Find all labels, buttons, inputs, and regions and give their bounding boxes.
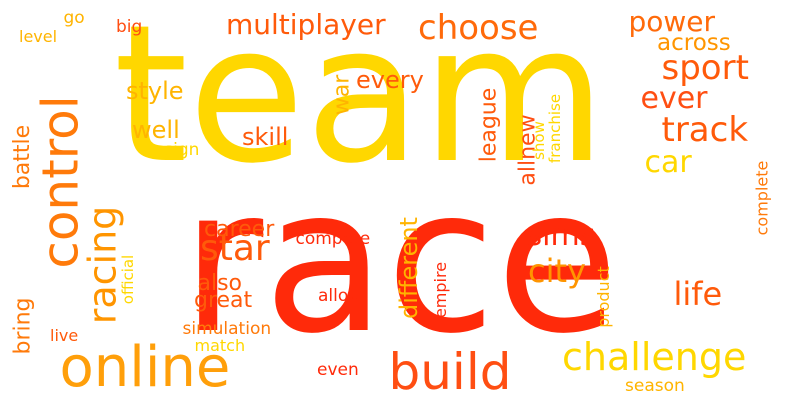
word-well: well (132, 116, 180, 144)
word-also: also (197, 271, 243, 296)
word-city: city (528, 252, 586, 290)
word-match: match (194, 336, 246, 355)
word-build: build (388, 343, 512, 401)
word-league: league (475, 87, 501, 163)
word-simulation: simulation (182, 318, 272, 339)
word-great: great (194, 288, 253, 313)
word-star: star (200, 228, 270, 269)
word-car: car (644, 145, 692, 180)
word-bring: bring (10, 297, 36, 355)
word-different: different (394, 217, 423, 319)
word-multiplayer: multiplayer (226, 8, 386, 41)
word-official: official (118, 254, 137, 304)
word-every: every (356, 66, 424, 94)
word-show: show (529, 120, 548, 160)
word-style: style (126, 77, 184, 105)
word-race: race (181, 145, 619, 378)
word-racing: racing (79, 205, 124, 325)
word-compete: compete (295, 228, 371, 249)
word-even: even (317, 359, 359, 380)
word-design: design (143, 139, 200, 160)
word-track: track (661, 110, 749, 150)
word-franchise: franchise (545, 93, 564, 163)
word-career: career (204, 217, 275, 242)
word-sims: sims (526, 218, 596, 253)
word-choose: choose (418, 8, 539, 48)
word-team: team (113, 0, 607, 205)
word-product: product (593, 266, 613, 328)
word-go: go (63, 7, 85, 28)
word-allow: allow (318, 285, 363, 306)
word-online: online (59, 335, 231, 400)
word-life: life (673, 275, 723, 313)
word-war: war (328, 74, 354, 116)
word-power: power (628, 5, 716, 38)
word-live: live (50, 326, 79, 345)
word-skill: skill (242, 123, 289, 151)
word-battle: battle (10, 124, 36, 190)
word-big: big (116, 16, 143, 37)
word-season: season (625, 375, 685, 396)
word-control: control (31, 95, 90, 269)
word-ever: ever (640, 81, 708, 116)
word-level: level (19, 27, 58, 46)
word-empire: empire (431, 261, 451, 319)
word-across: across (657, 29, 731, 56)
word-sport: sport (661, 48, 749, 88)
word-challenge: challenge (562, 335, 747, 379)
word-complete: complete (751, 160, 771, 236)
